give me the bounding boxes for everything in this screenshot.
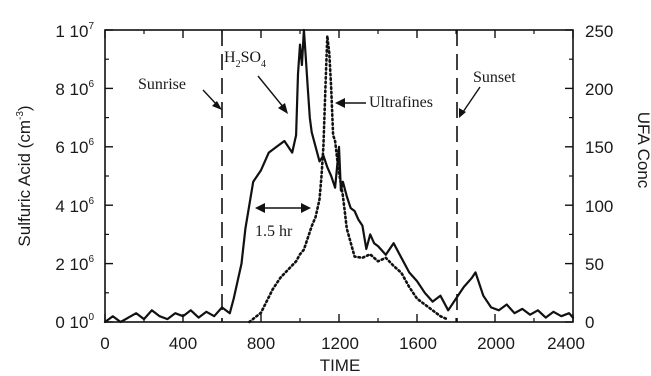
annotations: Sunrise Sunset H2SO4 Ultrafines 1.5 hr [138,30,516,322]
x-tick-label-4: 1600 [399,334,437,353]
ultrafines-series-line [248,34,450,324]
y-left-tick-label-5: 1 107 [55,21,94,41]
y-right-tick-label-0: 0 [585,313,594,332]
y-left-tick-label-0: 0 100 [55,312,94,332]
x-tick-label-3: 1200 [321,334,359,353]
sunset-arrow [462,86,481,113]
x-tick-label-1: 400 [169,334,197,353]
x-tick-label-6: 2400 [547,334,585,353]
sunset-label: Sunset [473,69,516,86]
h2so4-arrow [257,75,285,109]
h2so4-arrowhead [278,103,288,114]
ultrafines-label: Ultrafines [369,94,433,111]
y-right-tick-label-5: 250 [585,22,613,41]
sulfuric-acid-series-line [103,28,575,324]
x-tick-label-2: 800 [247,334,275,353]
x-tick-label-5: 2000 [477,334,515,353]
sunrise-arrowhead [212,101,222,110]
y-right-tick-label-2: 100 [585,197,613,216]
sunset-arrowhead [459,108,466,118]
y-right-tick-label-4: 200 [585,80,613,99]
duration-arrowhead-left [255,203,265,213]
duration-label: 1.5 hr [255,223,293,240]
x-tick-labels: 0 400 800 1200 1600 2000 2400 [100,334,585,353]
x-tick-label-0: 0 [100,334,109,353]
y-left-tick-label-1: 2 106 [55,254,94,274]
x-axis-title: TIME [320,356,361,375]
sunrise-label: Sunrise [138,76,186,93]
series-layer [103,28,575,324]
y-left-tick-label-3: 6 106 [55,137,94,157]
y-left-tick-label-4: 8 106 [55,79,94,99]
y-right-axis-title: UFA Conc [634,112,651,189]
duration-arrowhead-right [301,203,311,213]
y-right-tick-label-3: 150 [585,138,613,157]
ultrafines-arrowhead [335,98,345,108]
y-left-tick-labels: 0 100 2 106 4 106 6 106 8 106 1 107 [55,21,94,332]
y-left-tick-label-2: 4 106 [55,196,94,216]
y-right-tick-labels: 0 50 100 150 200 250 [585,22,613,332]
h2so4-label: H2SO4 [224,49,266,70]
y-left-axis-title: Sulfuric Acid (cm-3) [15,105,34,246]
y-right-tick-label-1: 50 [585,255,604,274]
